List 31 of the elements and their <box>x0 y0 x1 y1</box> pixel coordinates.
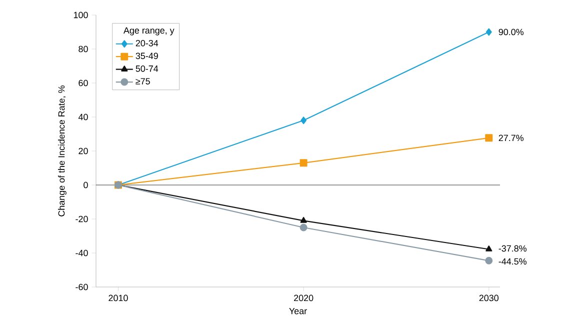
data-label: 90.0% <box>498 28 524 36</box>
y-tick-label: 100 <box>74 12 88 18</box>
x-tick-label: 2020 <box>294 294 314 302</box>
y-tick-label: 80 <box>78 46 88 52</box>
point <box>300 159 308 167</box>
x-tick-label: 2010 <box>108 294 128 302</box>
data-label: 27.7% <box>498 134 524 142</box>
legend-label: 35-49 <box>136 52 158 60</box>
legend-label: 20-34 <box>136 40 158 46</box>
y-tick-label: 20 <box>78 148 88 154</box>
data-label: -37.8% <box>498 245 526 252</box>
y-tick-label: -40 <box>76 250 88 256</box>
point <box>486 246 492 252</box>
data-label: -44.5% <box>498 258 526 265</box>
y-tick-label: -60 <box>76 284 88 290</box>
point <box>485 134 493 142</box>
y-tick-label: 40 <box>78 114 88 120</box>
x-axis-title: Year <box>289 308 307 314</box>
point <box>300 216 307 223</box>
x-tick-label: 2030 <box>479 294 499 302</box>
y-axis-title: Change of the Incidence Rate, % <box>58 86 66 216</box>
legend-title: Age range, y <box>124 27 174 36</box>
point <box>300 224 308 232</box>
y-tick-label: 60 <box>78 80 88 86</box>
legend-label: 50-74 <box>136 65 158 72</box>
legend-label: ≥75 <box>136 78 150 84</box>
y-tick-label: -20 <box>76 216 88 222</box>
y-tick-label: 0 <box>84 182 88 188</box>
point <box>486 28 492 36</box>
point <box>300 116 307 124</box>
point <box>485 256 493 264</box>
